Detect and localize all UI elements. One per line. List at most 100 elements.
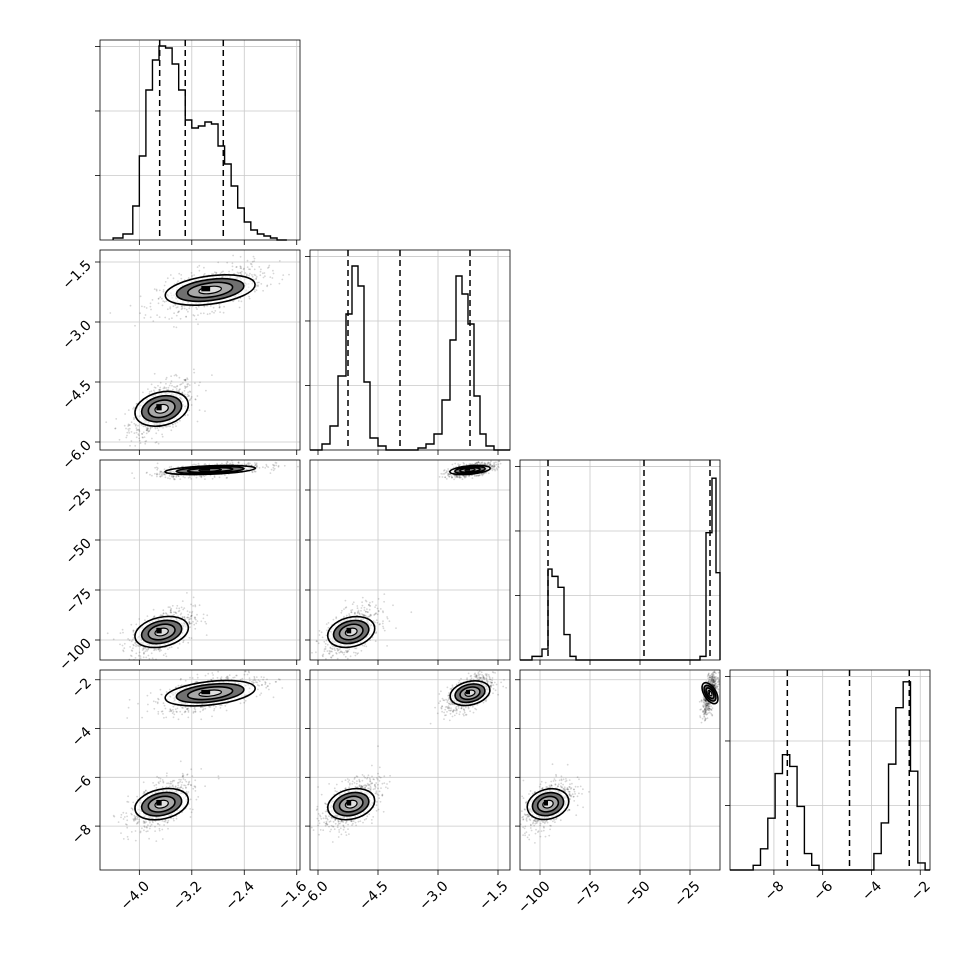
- sample-point: [446, 471, 448, 473]
- sample-point: [140, 295, 142, 297]
- sample-point: [240, 267, 242, 269]
- sample-point: [264, 467, 266, 469]
- sample-point: [128, 424, 130, 426]
- sample-point: [126, 819, 128, 821]
- sample-point: [356, 605, 358, 607]
- sample-point: [168, 820, 170, 822]
- sample-point: [128, 409, 130, 411]
- sample-point: [207, 313, 209, 315]
- sample-point: [256, 466, 258, 468]
- sample-point: [355, 652, 357, 654]
- sample-point: [343, 654, 345, 656]
- sample-point: [134, 665, 136, 667]
- sample-point: [159, 290, 161, 292]
- sample-point: [392, 604, 394, 606]
- sample-point: [498, 461, 500, 463]
- sample-point: [188, 395, 190, 397]
- sample-point: [179, 643, 181, 645]
- sample-point: [178, 611, 180, 613]
- sample-point: [184, 308, 186, 310]
- sample-point: [319, 630, 321, 632]
- sample-point: [131, 655, 133, 657]
- sample-point: [181, 308, 183, 310]
- sample-point: [189, 384, 191, 386]
- sample-point: [343, 608, 345, 610]
- sample-point: [200, 620, 202, 622]
- sample-point: [155, 442, 157, 444]
- sample-point: [192, 464, 194, 466]
- sample-point: [124, 643, 126, 645]
- sample-point: [176, 315, 178, 317]
- sample-point: [177, 306, 179, 308]
- sample-point: [175, 425, 177, 427]
- sample-point: [178, 779, 180, 781]
- sample-point: [184, 390, 186, 392]
- sample-point: [474, 463, 476, 465]
- sample-point: [162, 838, 164, 840]
- sample-point: [198, 385, 200, 387]
- sample-point: [263, 277, 265, 279]
- sample-point: [137, 666, 139, 668]
- sample-point: [237, 462, 239, 464]
- sample-point: [345, 663, 347, 665]
- sample-point: [176, 818, 178, 820]
- sample-point: [185, 781, 187, 783]
- sample-point: [146, 472, 148, 474]
- sample-point: [192, 788, 194, 790]
- grid-3-3: [730, 670, 930, 870]
- sample-point: [191, 272, 193, 274]
- sample-point: [143, 825, 145, 827]
- sample-point: [151, 384, 153, 386]
- sample-point: [129, 639, 131, 641]
- sample-point: [493, 466, 495, 468]
- sample-point: [165, 821, 167, 823]
- sample-point: [164, 474, 166, 476]
- sample-point: [262, 272, 264, 274]
- sample-point: [158, 298, 160, 300]
- sample-point: [186, 377, 188, 379]
- sample-point: [126, 801, 128, 803]
- sample-point: [138, 618, 140, 620]
- sample-point: [355, 655, 357, 657]
- sample-point: [379, 623, 381, 625]
- sample-point: [143, 431, 145, 433]
- sample-point: [219, 304, 221, 306]
- sample-point: [223, 312, 225, 314]
- sample-point: [183, 778, 185, 780]
- sample-point: [146, 433, 148, 435]
- sample-point: [205, 623, 207, 625]
- sample-point: [163, 291, 165, 293]
- sample-point: [190, 478, 192, 480]
- sample-point: [259, 467, 261, 469]
- sample-point: [185, 316, 187, 318]
- sample-point: [196, 308, 198, 310]
- sample-point: [204, 785, 206, 787]
- sample-point: [162, 786, 164, 788]
- sample-point: [376, 619, 378, 621]
- sample-point: [118, 821, 120, 823]
- sample-point: [183, 774, 185, 776]
- sample-point: [170, 610, 172, 612]
- sample-point: [135, 644, 137, 646]
- sample-point: [165, 653, 167, 655]
- sample-point: [197, 395, 199, 397]
- sample-point: [223, 306, 225, 308]
- sample-point: [194, 628, 196, 630]
- sample-point: [354, 613, 356, 615]
- sample-point: [199, 382, 201, 384]
- sample-point: [359, 613, 361, 615]
- sample-point: [197, 620, 199, 622]
- sample-point: [139, 652, 141, 654]
- sample-point: [169, 783, 171, 785]
- sample-point: [173, 818, 175, 820]
- sample-point: [135, 816, 137, 818]
- sample-point: [123, 818, 125, 820]
- sample-point: [109, 312, 111, 314]
- sample-point: [481, 462, 483, 464]
- sample-point: [203, 614, 205, 616]
- sample-point: [191, 637, 193, 639]
- sample-point: [248, 275, 250, 277]
- sample-point: [149, 430, 151, 432]
- sample-point: [132, 808, 134, 810]
- sample-point: [143, 781, 145, 783]
